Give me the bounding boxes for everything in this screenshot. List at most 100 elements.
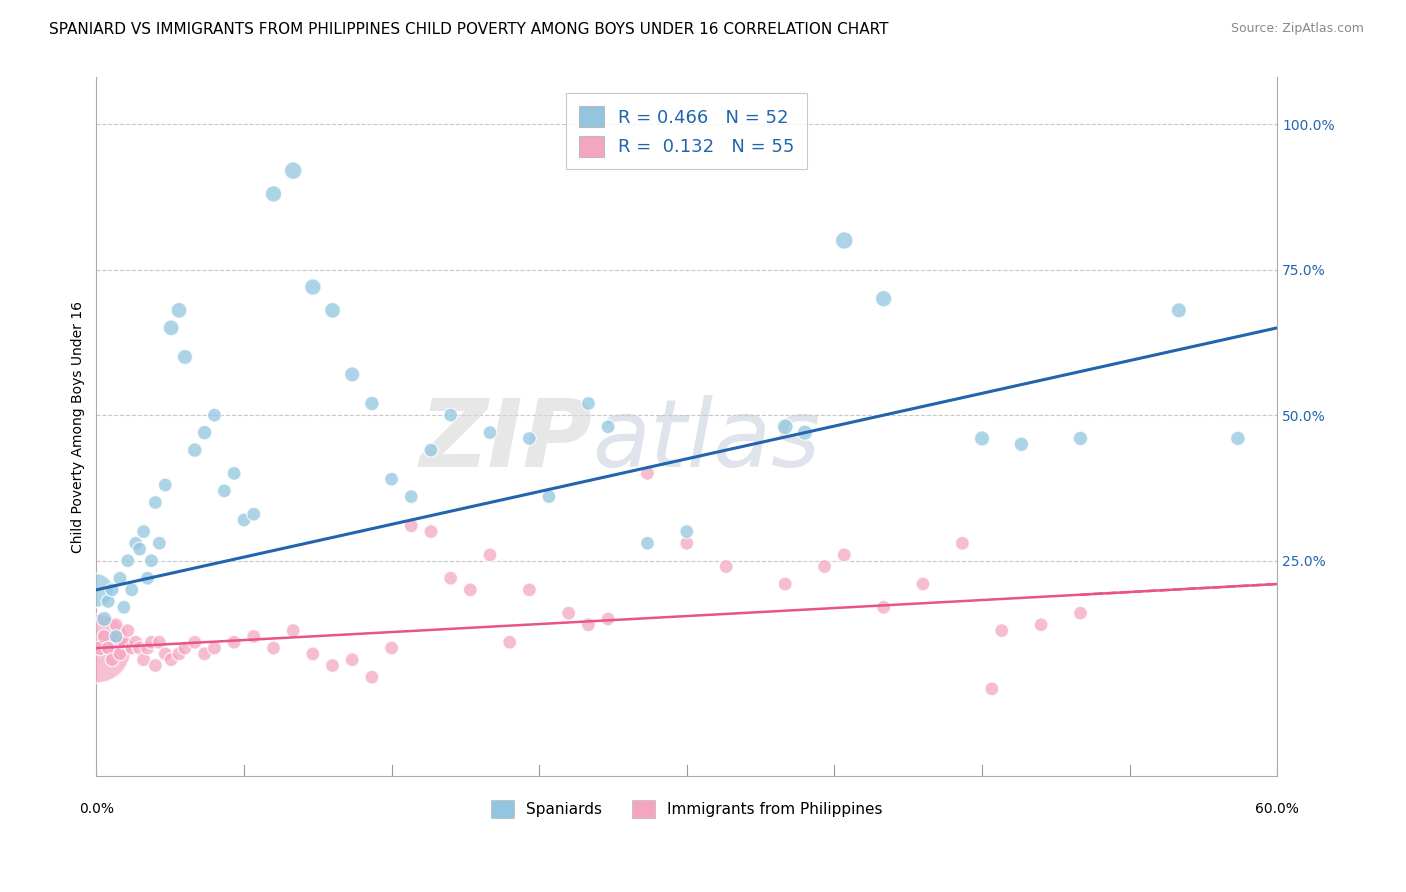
Point [86, 582, 108, 597]
Point [832, 234, 855, 248]
Point [381, 472, 404, 486]
Point [813, 559, 835, 574]
Point [167, 647, 190, 661]
Point [576, 396, 599, 410]
Point [160, 653, 183, 667]
Point [204, 641, 226, 656]
Point [361, 396, 384, 410]
Point [576, 617, 599, 632]
Point [1029, 617, 1052, 632]
Point [101, 582, 124, 597]
Point [121, 582, 143, 597]
Point [136, 641, 159, 656]
Point [108, 571, 131, 585]
Point [243, 507, 266, 521]
Point [112, 635, 135, 649]
Point [420, 524, 443, 539]
Point [1069, 432, 1091, 446]
Point [460, 582, 482, 597]
Text: 0.0%: 0.0% [79, 803, 114, 816]
Point [112, 600, 135, 615]
Point [125, 536, 148, 550]
Point [283, 163, 305, 178]
Point [184, 443, 207, 458]
Point [105, 629, 128, 643]
Point [117, 554, 139, 568]
Point [105, 617, 128, 632]
Point [872, 600, 894, 615]
Point [117, 624, 139, 638]
Point [322, 658, 344, 673]
Point [148, 635, 170, 649]
Point [121, 641, 143, 656]
Point [132, 524, 155, 539]
Point [86, 641, 108, 656]
Point [233, 513, 256, 527]
Point [322, 303, 344, 318]
Point [167, 303, 190, 318]
Point [184, 635, 207, 649]
Point [675, 524, 697, 539]
Point [675, 536, 697, 550]
Point [243, 629, 266, 643]
Point [148, 536, 170, 550]
Point [1069, 606, 1091, 620]
Text: 60.0%: 60.0% [1256, 803, 1299, 816]
Point [479, 425, 502, 440]
Point [381, 641, 404, 656]
Point [125, 635, 148, 649]
Point [145, 658, 167, 673]
Point [596, 612, 619, 626]
Point [108, 647, 131, 661]
Point [498, 635, 520, 649]
Point [517, 432, 540, 446]
Point [990, 624, 1012, 638]
Point [636, 467, 658, 481]
Point [479, 548, 502, 562]
Point [97, 594, 120, 608]
Point [174, 641, 197, 656]
Point [1167, 303, 1189, 318]
Point [440, 408, 463, 422]
Point [145, 495, 167, 509]
Point [714, 559, 737, 574]
Point [97, 641, 120, 656]
Point [980, 681, 1002, 696]
Point [401, 490, 423, 504]
Point [342, 653, 364, 667]
Point [174, 350, 197, 364]
Text: Source: ZipAtlas.com: Source: ZipAtlas.com [1230, 22, 1364, 36]
Point [636, 536, 658, 550]
Point [361, 670, 384, 684]
Point [224, 635, 246, 649]
Point [1226, 432, 1249, 446]
Point [440, 571, 463, 585]
Point [911, 577, 934, 591]
Text: atlas: atlas [592, 395, 821, 486]
Point [141, 554, 163, 568]
Point [224, 467, 246, 481]
Point [832, 548, 855, 562]
Point [401, 518, 423, 533]
Point [136, 571, 159, 585]
Point [155, 647, 177, 661]
Point [1010, 437, 1032, 451]
Point [89, 641, 111, 656]
Point [557, 606, 579, 620]
Point [93, 629, 115, 643]
Text: ZIP: ZIP [419, 395, 592, 487]
Point [160, 321, 183, 335]
Point [263, 641, 285, 656]
Text: SPANIARD VS IMMIGRANTS FROM PHILIPPINES CHILD POVERTY AMONG BOYS UNDER 16 CORREL: SPANIARD VS IMMIGRANTS FROM PHILIPPINES … [49, 22, 889, 37]
Point [517, 582, 540, 597]
Point [302, 647, 325, 661]
Point [420, 443, 443, 458]
Point [342, 368, 364, 382]
Point [537, 490, 560, 504]
Point [128, 641, 150, 656]
Y-axis label: Child Poverty Among Boys Under 16: Child Poverty Among Boys Under 16 [72, 301, 86, 553]
Legend: Spaniards, Immigrants from Philippines: Spaniards, Immigrants from Philippines [485, 794, 889, 824]
Point [214, 483, 236, 498]
Point [141, 635, 163, 649]
Point [204, 408, 226, 422]
